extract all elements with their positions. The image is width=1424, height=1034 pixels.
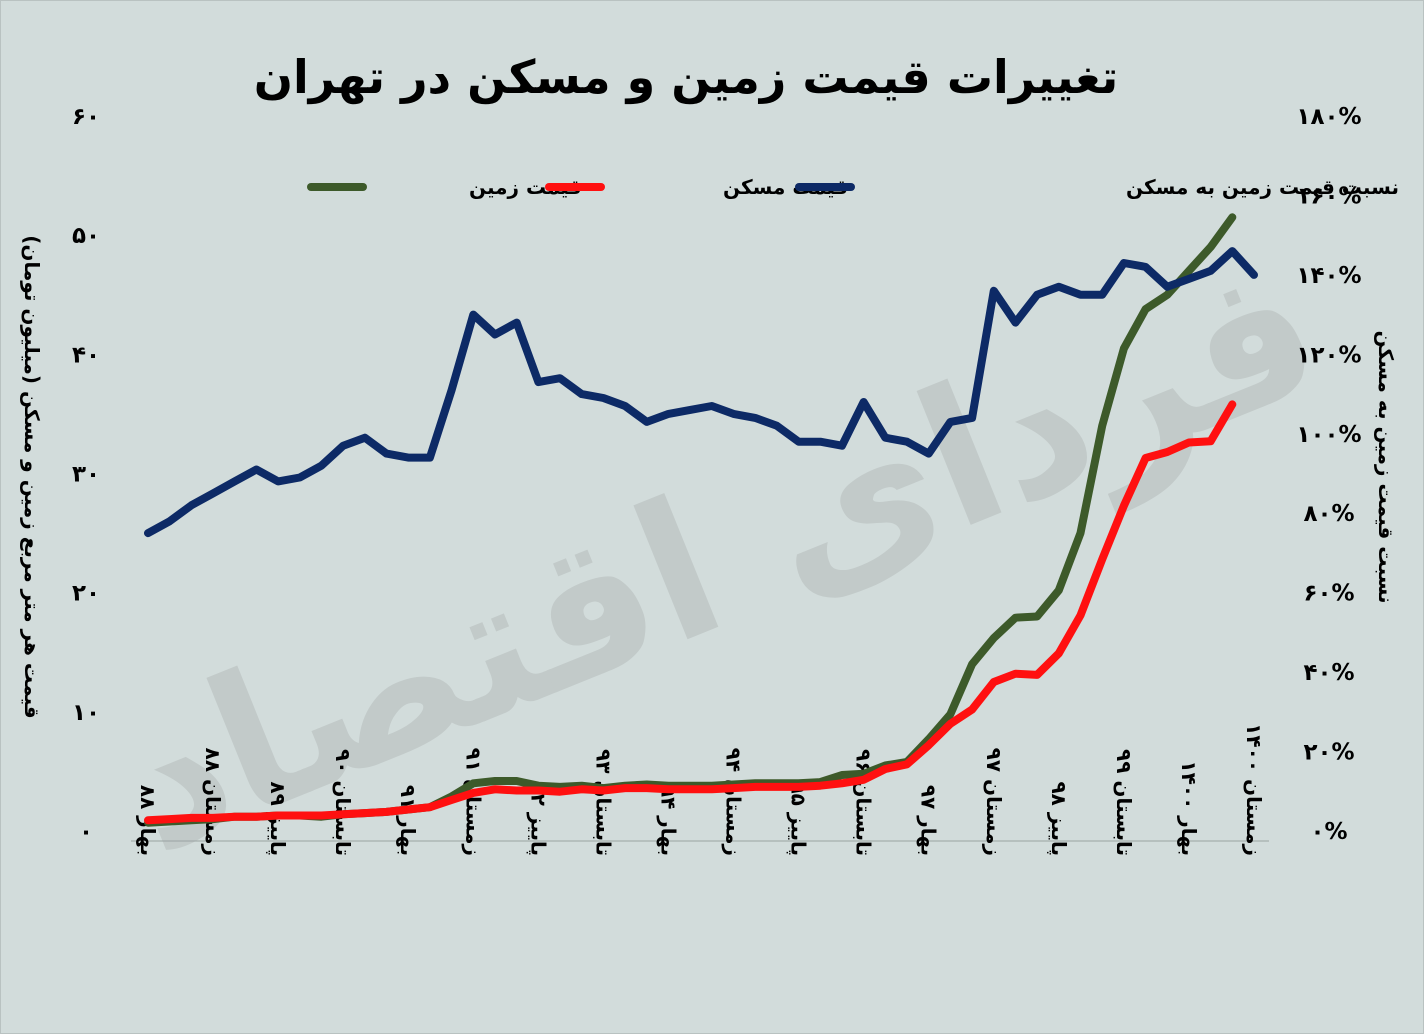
y-right-tick-label: ۶۰%: [1303, 581, 1354, 607]
x-tick-label: تابستان ۹۶: [852, 749, 876, 856]
y-right-tick-label: ۱۰۰%: [1296, 422, 1361, 448]
x-tick-label: زمستان ۱۴۰۰: [1242, 723, 1266, 856]
y-axis-right: ۰% ۲۰% ۴۰% ۶۰% ۸۰% ۱۰۰% ۱۲۰% ۱۴۰% ۱۶۰% ۱۸۰%: [1296, 104, 1361, 845]
chart-title: تغییرات قیمت زمین و مسکن در تهران: [254, 50, 1118, 104]
y-left-tick-label: ۵۰: [72, 223, 100, 249]
y-left-tick-label: ۶۰: [72, 104, 100, 130]
x-tick-label: پاییز ۹۵: [786, 781, 811, 856]
x-tick-label: زمستان ۸۸: [201, 748, 225, 856]
y-left-tick-label: ۰: [79, 819, 93, 845]
x-tick-label: تابستان ۹۰: [331, 749, 355, 856]
y-right-tick-label: ۱۲۰%: [1296, 342, 1361, 368]
x-tick-label: تابستان ۹۳: [591, 749, 615, 856]
x-tick-label: بهار ۱۴۰۰: [1177, 760, 1201, 856]
y-left-tick-label: ۴۰: [72, 342, 100, 368]
y-axis-left: ۰ ۱۰ ۲۰ ۳۰ ۴۰ ۵۰ ۶۰: [72, 104, 100, 845]
y-right-tick-label: ۱۴۰%: [1296, 263, 1361, 289]
series-line: [144, 247, 1258, 538]
y-left-tick-label: ۳۰: [72, 462, 100, 488]
x-tick-label: بهار ۹۴: [656, 785, 680, 856]
y-right-tick-label: ۴۰%: [1303, 660, 1354, 686]
x-tick-label: بهار ۹۷: [917, 785, 941, 856]
y-right-tick-label: ۱۸۰%: [1296, 104, 1361, 130]
y-right-tick-label: ۲۰%: [1303, 740, 1354, 766]
y-right-tick-label: ۰%: [1310, 819, 1347, 845]
legend-label: نسبت قیمت زمین به مسکن: [1126, 175, 1399, 199]
y-axis-label-left: قیمت هر متر مربع زمین و مسکن (میلیون توم…: [20, 235, 44, 718]
series-line: [144, 400, 1237, 825]
x-tick-label: زمستان ۹۷: [982, 748, 1006, 856]
y-axis-label-right: نسبت قیمت زمین به مسکن: [1374, 331, 1398, 604]
x-tick-label: پاییز ۹۸: [1046, 781, 1071, 856]
legend: قیمت زمین قیمت مسکن نسبت قیمت زمین به مسکن: [307, 175, 1399, 199]
y-right-tick-label: ۸۰%: [1303, 501, 1354, 527]
x-tick-label: زمستان ۹۱: [461, 748, 485, 856]
series-lines: [144, 213, 1258, 827]
x-tick-label: بهار ۹۱: [396, 785, 420, 856]
y-left-tick-label: ۱۰: [72, 700, 100, 726]
x-tick-label: زمستان ۹۴: [722, 748, 746, 856]
y-left-tick-label: ۲۰: [72, 581, 100, 607]
x-tick-label: تابستان ۹۹: [1112, 749, 1136, 856]
y-right-tick-label: ۱۶۰%: [1296, 183, 1361, 209]
